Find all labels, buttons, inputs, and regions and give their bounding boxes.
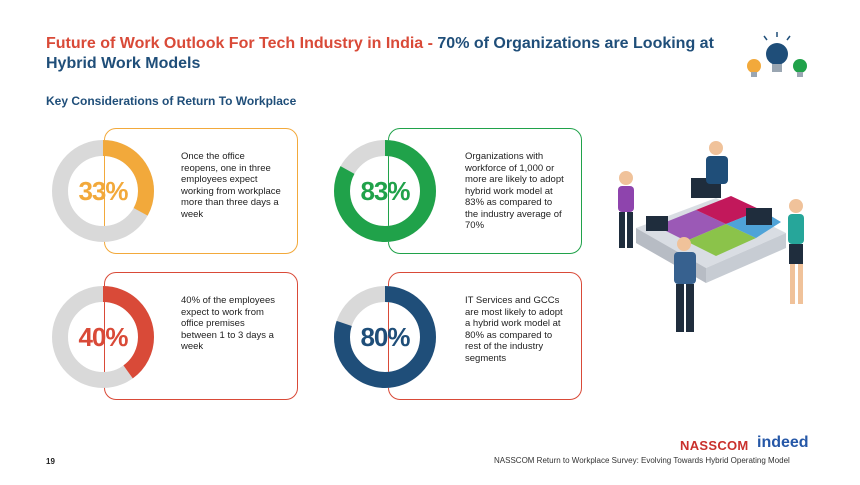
indeed-logo: indeed <box>757 434 809 451</box>
donut-arc <box>52 286 154 388</box>
donut-arc <box>334 286 436 388</box>
donut-arc <box>334 140 436 242</box>
title-blue-part: 70% of Organizations are Looking at Hybr… <box>46 35 714 72</box>
donut-arc <box>52 140 154 242</box>
percent-value: 83% <box>360 175 410 206</box>
donut-ring <box>52 286 154 388</box>
team-puzzle-illustration <box>618 141 804 332</box>
percent-value: 80% <box>360 321 410 352</box>
stat-description: Once the office reopens, one in three em… <box>181 151 281 220</box>
donut-chart-40: 40% <box>48 282 158 392</box>
donut-chart-33: 33% <box>48 136 158 246</box>
source-caption: NASSCOM Return to Workplace Survey: Evol… <box>494 456 790 465</box>
donut-chart-83: 83% <box>330 136 440 246</box>
title-red-part: Future of Work Outlook For Tech Industry… <box>46 35 438 52</box>
stat-description: 40% of the employees expect to work from… <box>181 295 276 352</box>
stat-card-office-days: Once the office reopens, one in three em… <box>104 128 298 254</box>
stat-description: IT Services and GCCs are most likely to … <box>465 295 563 364</box>
nasscom-logo: NASSCOM <box>680 438 749 453</box>
donut-ring <box>334 140 436 242</box>
donut-chart-80: 80% <box>330 282 440 392</box>
percent-value: 40% <box>78 321 128 352</box>
lightbulbs-icon <box>747 32 807 77</box>
page-title: Future of Work Outlook For Tech Industry… <box>46 34 726 74</box>
stat-card-employee-expectation: 40% of the employees expect to work from… <box>104 272 298 400</box>
section-heading: Key Considerations of Return To Workplac… <box>46 94 297 108</box>
stat-description: Organizations with workforce of 1,000 or… <box>465 151 564 231</box>
donut-ring <box>334 286 436 388</box>
percent-value: 33% <box>78 175 128 206</box>
donut-ring <box>52 140 154 242</box>
page-number: 19 <box>46 457 55 466</box>
